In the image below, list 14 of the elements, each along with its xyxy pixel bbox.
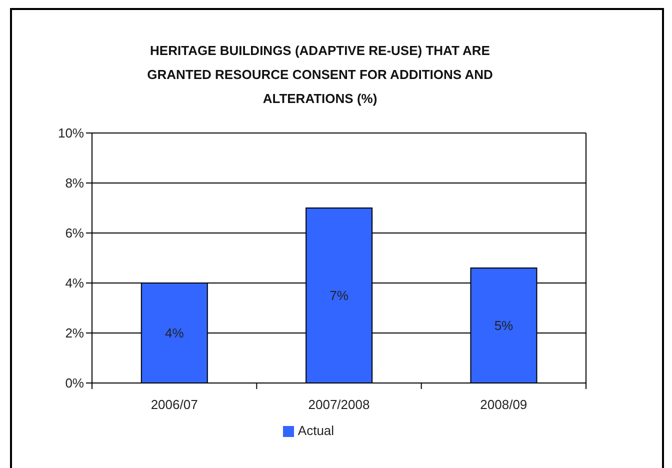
chart-title: HERITAGE BUILDINGS (ADAPTIVE RE-USE) THAT ARE GRANTED RESOURCE CONSENT FOR ADDITIONS AND ALTERATIONS (%) xyxy=(146,42,494,108)
x-tick-label: 2007/2008 xyxy=(308,397,370,412)
y-tick-label: 2% xyxy=(65,326,84,341)
y-tick-label: 0% xyxy=(65,376,84,391)
x-tick-label: 2008/09 xyxy=(480,397,528,412)
data-label: 4% xyxy=(165,326,184,341)
data-label: 5% xyxy=(494,318,514,334)
y-tick-label: 4% xyxy=(65,276,84,291)
y-tick-label: 10% xyxy=(58,126,84,141)
y-tick-label: 8% xyxy=(65,176,84,191)
y-tick-label: 6% xyxy=(65,226,84,241)
data-label: 7% xyxy=(330,288,349,304)
x-tick-label: 2006/07 xyxy=(150,397,198,412)
legend-label: Actual xyxy=(298,423,334,438)
